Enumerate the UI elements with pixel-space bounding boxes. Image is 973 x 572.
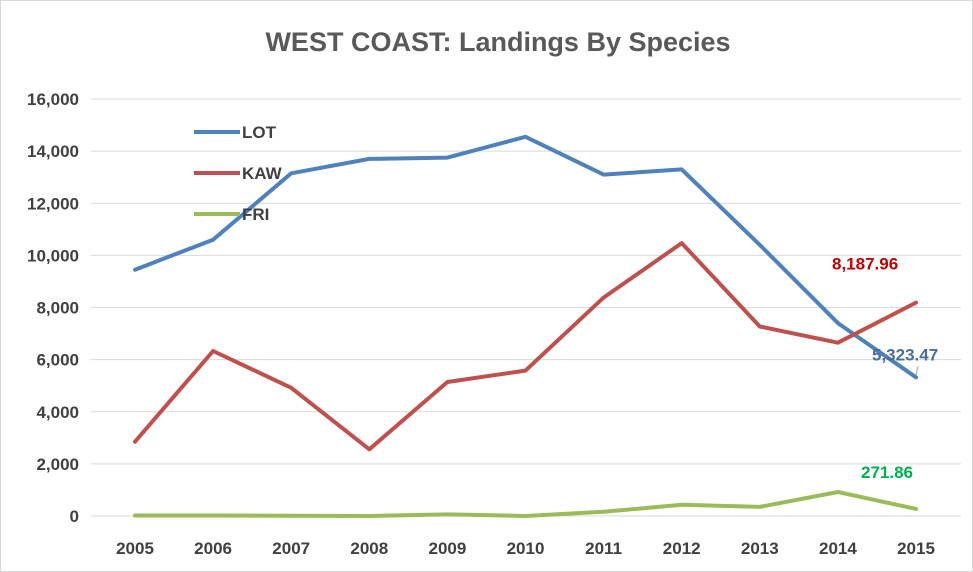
- x-tick-label: 2005: [116, 539, 154, 558]
- series-line-kaw: [133, 241, 918, 452]
- data-label-leader: [915, 366, 919, 376]
- gridlines: [91, 98, 961, 517]
- x-tick-label: 2006: [194, 539, 232, 558]
- y-tick-label: 8,000: [36, 299, 79, 318]
- x-tick-label: 2009: [428, 539, 466, 558]
- x-tick-label: 2014: [819, 539, 857, 558]
- x-tick-label: 2010: [507, 539, 545, 558]
- data-labels: 5,323.47 8,187.96 271.86: [832, 255, 938, 482]
- y-tick-label: 4,000: [36, 403, 79, 422]
- legend: LOT KAW FRI: [194, 123, 283, 224]
- x-tick-label: 2007: [272, 539, 310, 558]
- y-tick-label: 0: [70, 507, 79, 526]
- series-lines: [133, 134, 918, 518]
- y-tick-label: 14,000: [27, 142, 79, 161]
- data-label-lot: 5,323.47: [872, 345, 938, 364]
- y-tick-label: 12,000: [27, 194, 79, 213]
- legend-label-kaw: KAW: [242, 164, 283, 183]
- y-axis: 0 2,000 4,000 6,000 8,000 10,000 12,000 14,000 1…: [27, 90, 79, 526]
- y-tick-label: 6,000: [36, 351, 79, 370]
- y-tick-label: 2,000: [36, 455, 79, 474]
- legend-label-lot: LOT: [242, 123, 277, 142]
- series-line-lot: [133, 134, 918, 380]
- legend-label-fri: FRI: [242, 205, 269, 224]
- x-tick-label: 2012: [663, 539, 701, 558]
- x-tick-label: 2008: [350, 539, 388, 558]
- data-label-kaw: 8,187.96: [832, 255, 898, 274]
- y-tick-label: 16,000: [27, 90, 79, 109]
- y-tick-label: 10,000: [27, 246, 79, 265]
- x-tick-label: 2015: [897, 539, 935, 558]
- series-line-fri: [133, 490, 918, 518]
- x-tick-label: 2011: [585, 539, 622, 558]
- x-axis: 2005 2006 2007 2008 2009 2010 2011 2012 2013 2014…: [116, 539, 935, 558]
- x-tick-label: 2013: [741, 539, 779, 558]
- chart-title: WEST COAST: Landings By Species: [265, 27, 730, 57]
- data-label-fri: 271.86: [861, 463, 913, 482]
